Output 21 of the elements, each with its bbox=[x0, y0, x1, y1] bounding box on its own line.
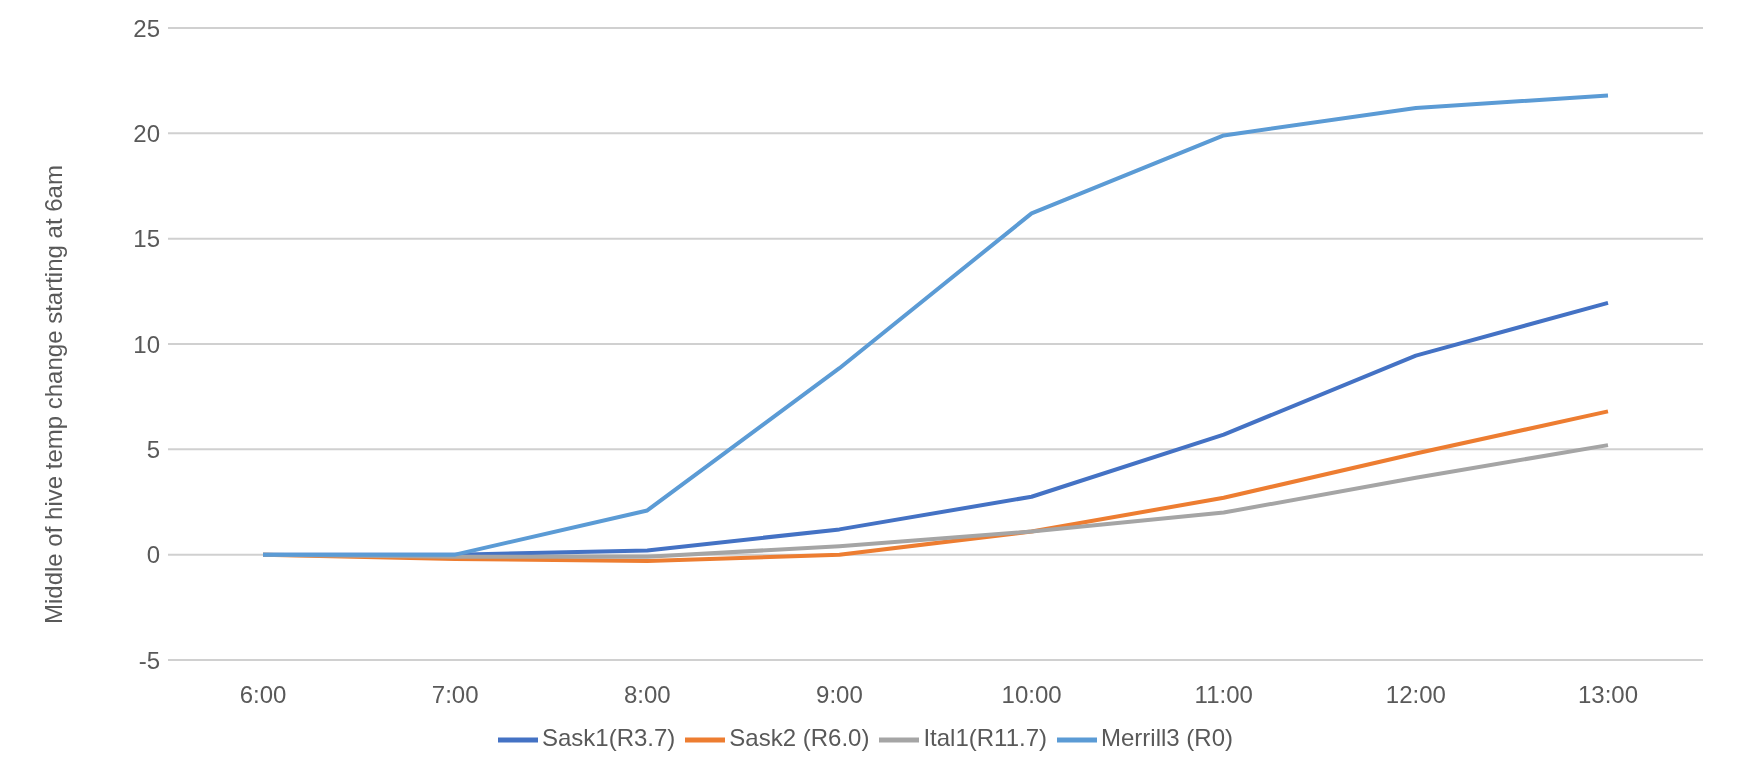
y-tick-label: 25 bbox=[133, 14, 160, 42]
x-tick-label: 10:00 bbox=[1001, 681, 1062, 709]
x-tick-label: 7:00 bbox=[431, 681, 479, 709]
y-tick-label: 15 bbox=[133, 225, 160, 253]
x-tick-label: 12:00 bbox=[1385, 681, 1446, 709]
y-axis-title: Middle of hive temp change starting at 6am bbox=[39, 165, 67, 624]
y-tick-label: 5 bbox=[146, 435, 160, 463]
x-tick-label: 9:00 bbox=[816, 681, 863, 709]
y-tick-label: -5 bbox=[138, 646, 160, 674]
x-tick-label: 13:00 bbox=[1577, 681, 1639, 709]
x-tick-label: 11:00 bbox=[1194, 681, 1253, 709]
y-tick-label: 0 bbox=[146, 541, 160, 569]
legend-label: Sask2 (R6.0) bbox=[729, 724, 870, 752]
y-tick-label: 20 bbox=[133, 119, 160, 147]
x-tick-label: 8:00 bbox=[623, 681, 671, 709]
legend-label: Sask1(R3.7) bbox=[541, 724, 676, 752]
x-tick-label: 6:00 bbox=[239, 681, 287, 709]
legend-label: Ital1(R11.7) bbox=[923, 724, 1048, 752]
legend-label: Merrill3 (R0) bbox=[1101, 724, 1234, 752]
y-tick-label: 10 bbox=[133, 330, 160, 358]
line-series bbox=[261, 93, 1610, 557]
